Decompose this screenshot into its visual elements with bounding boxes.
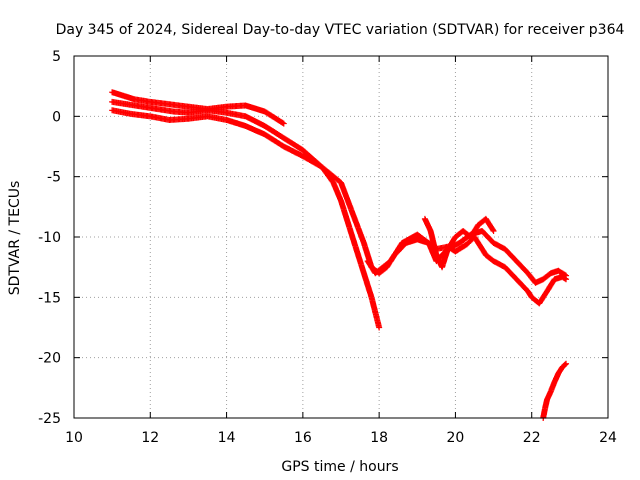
y-tick-label: 5 [52, 49, 61, 65]
x-tick-label: 18 [370, 430, 388, 446]
y-axis-label: SDTVAR / TECUs [7, 181, 23, 296]
y-tick-label: -15 [38, 290, 61, 306]
data-series [109, 89, 570, 421]
x-tick-label: 22 [523, 430, 541, 446]
x-tick-label: 10 [65, 430, 83, 446]
x-tick-label: 16 [294, 430, 312, 446]
y-tick-label: 0 [52, 109, 61, 125]
x-tick-label: 24 [599, 430, 617, 446]
chart-title: Day 345 of 2024, Sidereal Day-to-day VTE… [56, 22, 625, 38]
y-tick-label: -10 [38, 230, 61, 246]
x-tick-label: 12 [141, 430, 159, 446]
y-tick-label: -25 [38, 411, 61, 427]
x-tick-label: 14 [218, 430, 236, 446]
axis-ticks: 10 12 14 16 18 20 22 24 5 0 -5 -10 -15 -20 -25 [38, 49, 617, 446]
x-axis-label: GPS time / hours [281, 459, 398, 475]
y-tick-label: -5 [47, 170, 61, 186]
series-markers [421, 215, 497, 271]
y-tick-label: -20 [38, 351, 61, 367]
series-track-5 [421, 215, 497, 271]
x-tick-label: 20 [447, 430, 465, 446]
